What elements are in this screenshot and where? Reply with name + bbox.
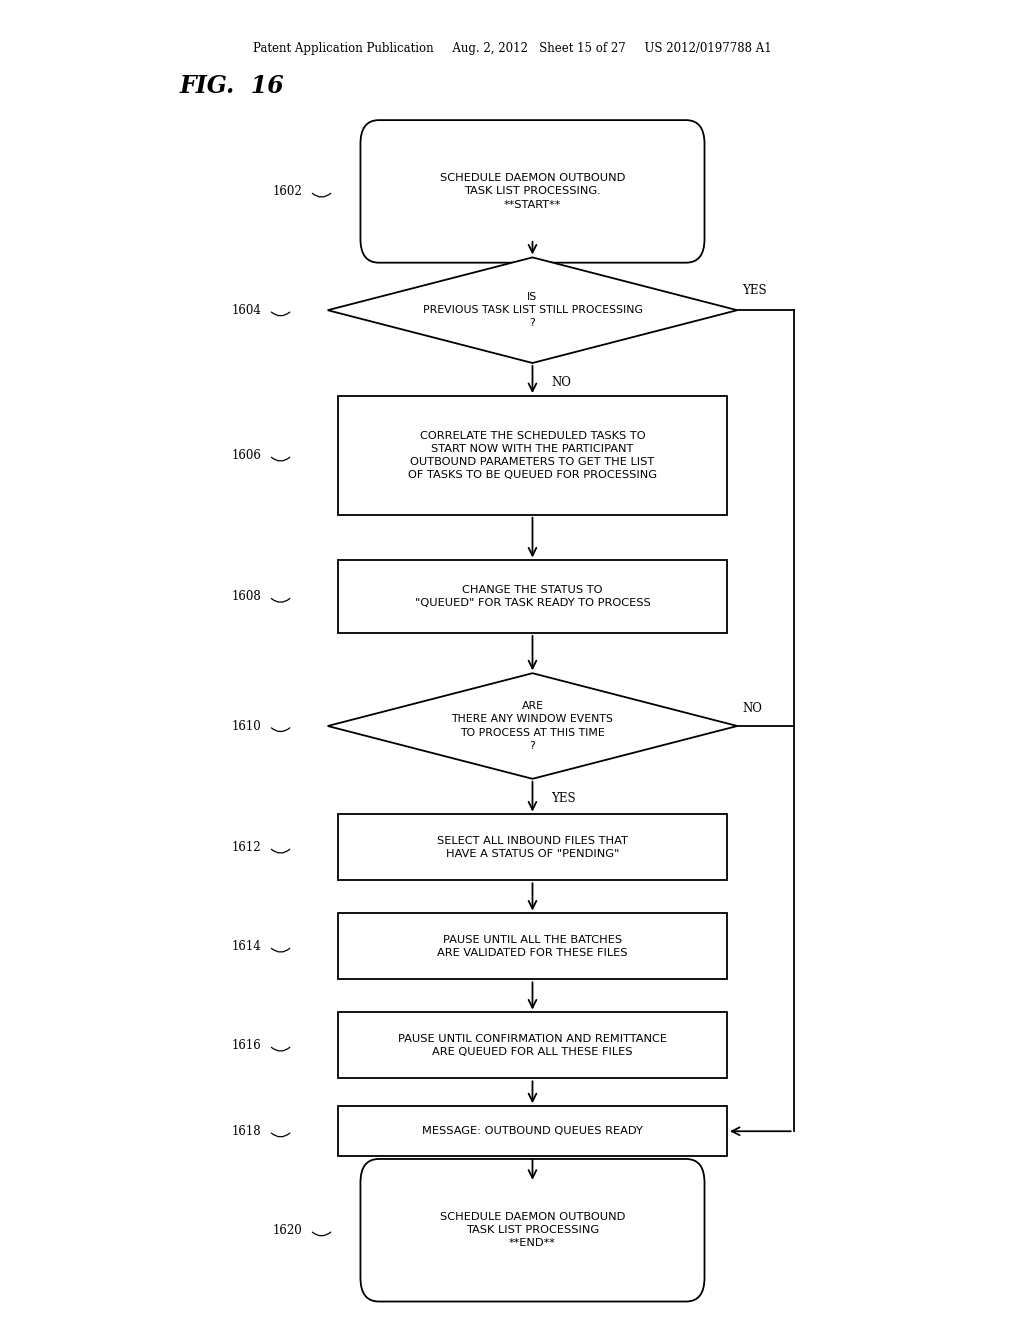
Text: 1608: 1608 [231,590,261,603]
Bar [338,913,727,979]
Text: ARE
THERE ANY WINDOW EVENTS
TO PROCESS AT THIS TIME
?: ARE THERE ANY WINDOW EVENTS TO PROCESS A… [452,701,613,751]
Bar [338,396,727,515]
FancyBboxPatch shape [360,120,705,263]
FancyBboxPatch shape [360,1159,705,1302]
Polygon shape [328,673,737,779]
Text: NO: NO [742,702,762,715]
Text: IS
PREVIOUS TASK LIST STILL PROCESSING
?: IS PREVIOUS TASK LIST STILL PROCESSING ? [423,292,642,329]
Text: CORRELATE THE SCHEDULED TASKS TO
START NOW WITH THE PARTICIPANT
OUTBOUND PARAMET: CORRELATE THE SCHEDULED TASKS TO START N… [408,430,657,480]
Text: YES: YES [551,792,575,805]
Text: PAUSE UNTIL CONFIRMATION AND REMITTANCE
ARE QUEUED FOR ALL THESE FILES: PAUSE UNTIL CONFIRMATION AND REMITTANCE … [398,1034,667,1057]
Bar [338,560,727,632]
Text: SCHEDULE DAEMON OUTBOUND
TASK LIST PROCESSING
**END**: SCHEDULE DAEMON OUTBOUND TASK LIST PROCE… [439,1212,626,1249]
Text: 1602: 1602 [272,185,302,198]
Bar [338,814,727,880]
Text: 1614: 1614 [231,940,261,953]
Text: SCHEDULE DAEMON OUTBOUND
TASK LIST PROCESSING.
**START**: SCHEDULE DAEMON OUTBOUND TASK LIST PROCE… [439,173,626,210]
Text: 1610: 1610 [231,719,261,733]
Text: MESSAGE: OUTBOUND QUEUES READY: MESSAGE: OUTBOUND QUEUES READY [422,1126,643,1137]
Text: NO: NO [551,376,570,389]
Bar [338,1012,727,1078]
Text: 1612: 1612 [231,841,261,854]
Text: CHANGE THE STATUS TO
"QUEUED" FOR TASK READY TO PROCESS: CHANGE THE STATUS TO "QUEUED" FOR TASK R… [415,585,650,609]
Polygon shape [328,257,737,363]
Bar [338,1106,727,1156]
Text: 1604: 1604 [231,304,261,317]
Text: 1620: 1620 [272,1224,302,1237]
Text: Patent Application Publication     Aug. 2, 2012   Sheet 15 of 27     US 2012/019: Patent Application Publication Aug. 2, 2… [253,42,771,55]
Text: PAUSE UNTIL ALL THE BATCHES
ARE VALIDATED FOR THESE FILES: PAUSE UNTIL ALL THE BATCHES ARE VALIDATE… [437,935,628,958]
Text: FIG.  16: FIG. 16 [179,74,284,98]
Text: YES: YES [742,284,767,297]
Text: SELECT ALL INBOUND FILES THAT
HAVE A STATUS OF "PENDING": SELECT ALL INBOUND FILES THAT HAVE A STA… [437,836,628,859]
Text: 1616: 1616 [231,1039,261,1052]
Text: 1618: 1618 [231,1125,261,1138]
Text: 1606: 1606 [231,449,261,462]
